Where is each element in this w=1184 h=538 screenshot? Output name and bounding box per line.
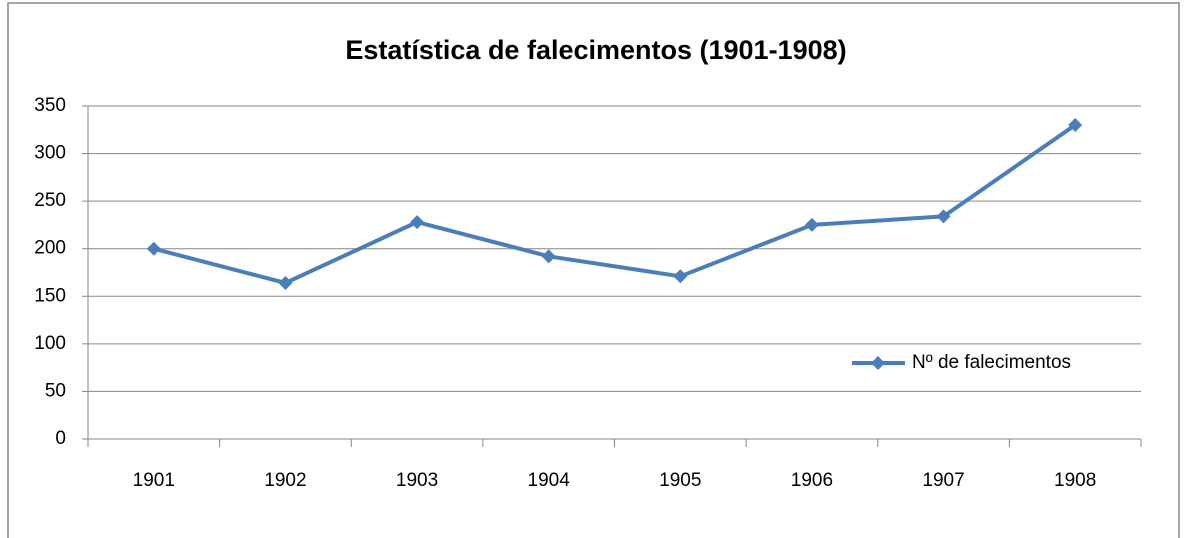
- y-tick-label: 250: [34, 190, 66, 211]
- y-tick-label: 100: [34, 333, 66, 354]
- x-tick-label: 1904: [528, 470, 571, 491]
- data-point: [146, 241, 161, 256]
- data-point: [936, 209, 951, 224]
- x-tick-label: 1907: [922, 470, 964, 491]
- y-tick-label: 300: [34, 143, 66, 164]
- y-tick-label: 350: [34, 95, 66, 116]
- x-tick-label: 1908: [1054, 470, 1096, 491]
- y-tick-label: 50: [45, 380, 66, 401]
- data-point: [278, 275, 293, 290]
- data-point: [673, 269, 688, 284]
- data-line: [153, 123, 1077, 285]
- x-tick-label: 1905: [659, 470, 701, 491]
- x-tick-label: 1906: [791, 470, 833, 491]
- x-tick-label: 1902: [264, 470, 306, 491]
- chart-frame: [7, 2, 1180, 538]
- data-point: [541, 249, 556, 264]
- data-point: [1068, 118, 1083, 133]
- legend-marker: [871, 356, 885, 370]
- chart-title: Estatística de falecimentos (1901-1908): [345, 35, 846, 65]
- x-tick-label: 1901: [133, 470, 175, 491]
- y-tick-label: 200: [34, 238, 66, 259]
- data-point: [804, 217, 819, 232]
- legend-label: Nº de falecimentos: [912, 352, 1071, 373]
- data-point: [410, 215, 425, 230]
- y-tick-label: 150: [34, 285, 66, 306]
- y-tick-label: 0: [55, 428, 66, 449]
- x-tick-label: 1903: [396, 470, 438, 491]
